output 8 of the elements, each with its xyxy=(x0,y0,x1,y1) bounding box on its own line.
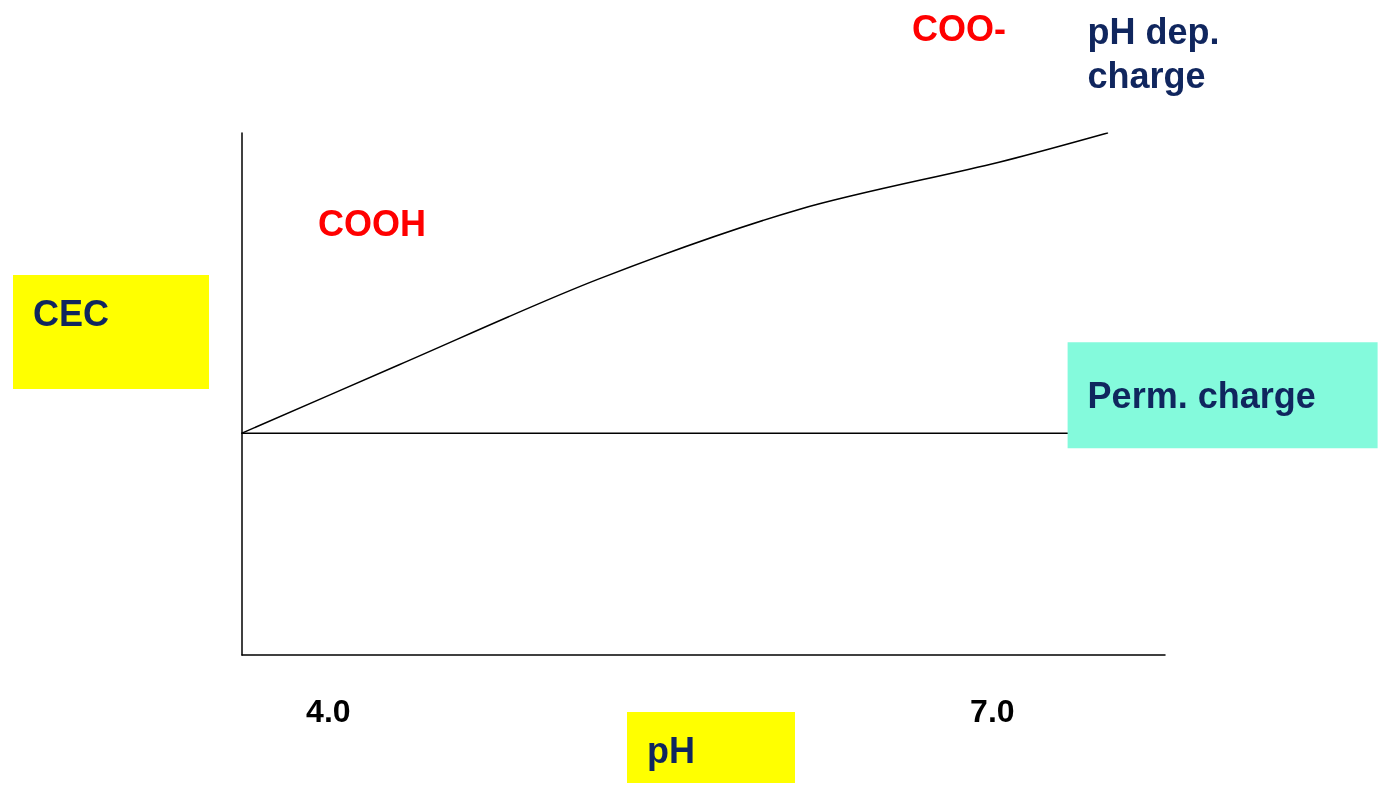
series-label: pH dep. charge xyxy=(1087,10,1230,96)
text: COO- xyxy=(912,7,1006,49)
annotation: COOH xyxy=(318,202,426,244)
x-axis-title: pH xyxy=(647,729,695,771)
x-tick-label: 4.0 xyxy=(306,693,351,729)
series-label: Perm. charge xyxy=(1087,374,1316,416)
y-axis-title: CEC xyxy=(33,292,110,334)
x-tick-label: 7.0 xyxy=(970,693,1015,729)
